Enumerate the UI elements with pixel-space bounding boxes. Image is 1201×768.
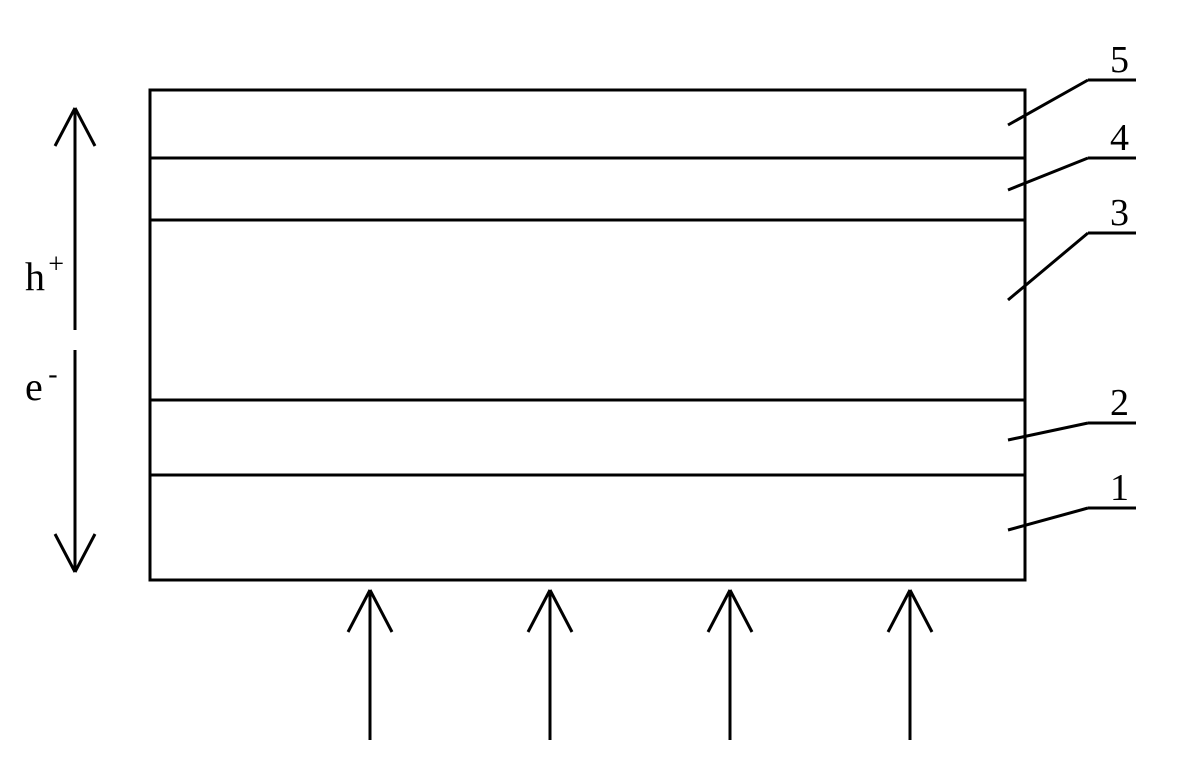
layer-label-3: 3 bbox=[1110, 192, 1129, 234]
svg-text:-: - bbox=[48, 359, 57, 390]
layer-label-5: 5 bbox=[1110, 39, 1129, 81]
layer-label-2: 2 bbox=[1110, 382, 1129, 424]
svg-text:e: e bbox=[25, 364, 43, 409]
layer-label-4: 4 bbox=[1110, 117, 1129, 159]
canvas-bg bbox=[0, 0, 1201, 768]
layer-label-1: 1 bbox=[1110, 467, 1129, 509]
svg-text:+: + bbox=[48, 249, 64, 280]
svg-text:h: h bbox=[25, 254, 45, 299]
